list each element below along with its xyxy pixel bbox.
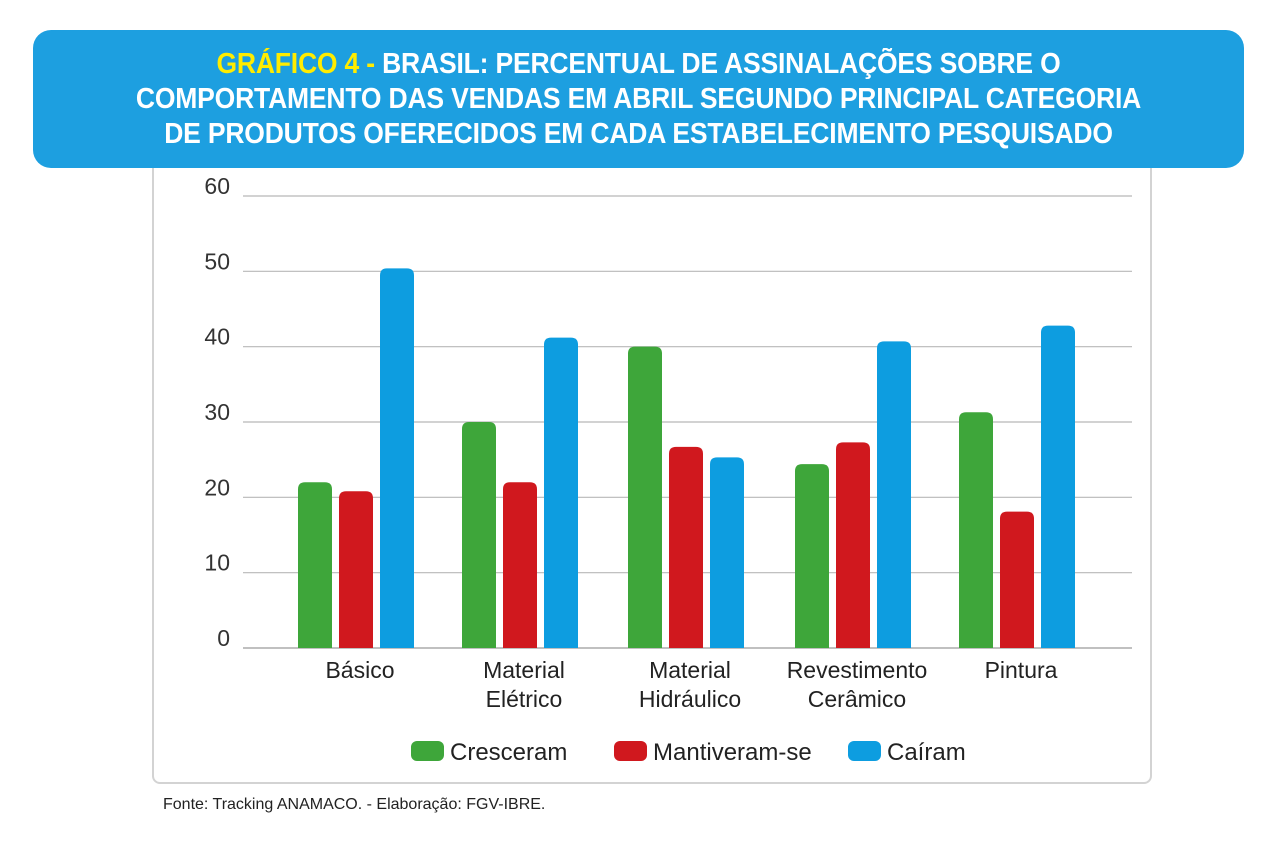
category-label: Básico [325,657,394,683]
bar-caíram-4 [1041,325,1075,648]
y-tick-label: 60 [204,173,230,199]
y-tick-label: 50 [204,248,230,274]
category-label: Pintura [985,657,1058,683]
bar-mantiveram-se-2 [669,446,703,648]
bar-cresceram-3 [795,464,829,648]
title-prefix: GRÁFICO 4 - [216,47,383,80]
y-tick-label: 30 [204,399,230,425]
source-note: Fonte: Tracking ANAMACO. - Elaboração: F… [163,796,546,813]
bar-cresceram-4 [959,412,993,648]
title-line-2: COMPORTAMENTO DAS VENDAS EM ABRIL SEGUND… [135,82,1142,115]
title-line-1: BRASIL: PERCENTUAL DE ASSINALAÇÕES SOBRE… [382,47,1061,80]
y-tick-label: 10 [204,550,230,576]
legend-label: Mantiveram-se [653,739,812,766]
legend-swatch-cresceram [411,741,444,761]
bar-caíram-2 [710,457,744,648]
legend-label: Cresceram [450,739,567,766]
category-label: Material Elétrico [483,657,565,712]
title-line-3: DE PRODUTOS OFERECIDOS EM CADA ESTABELEC… [164,117,1113,150]
bar-caíram-0 [380,268,414,648]
bar-cresceram-1 [462,422,496,648]
legend-swatch-caíram [848,741,881,761]
bar-caíram-1 [544,337,578,648]
bar-cresceram-0 [298,482,332,648]
legend-label: Caíram [887,739,966,766]
y-tick-label: 0 [217,625,230,651]
bar-mantiveram-se-0 [339,491,373,648]
bars [298,268,1075,648]
legend-swatch-mantiveram-se [614,741,647,761]
bar-mantiveram-se-1 [503,482,537,648]
y-axis-ticks: 0 10 20 30 40 50 60 [204,173,230,651]
bar-caíram-3 [877,341,911,648]
bar-mantiveram-se-4 [1000,511,1034,648]
y-tick-label: 20 [204,474,230,500]
chart-title: GRÁFICO 4 - BRASIL: PERCENTUAL DE ASSINA… [75,47,1201,152]
category-label: Material Hidráulico [639,657,741,712]
category-label: Revestimento Cerâmico [787,657,928,712]
x-axis-categories: Básico Material Elétrico Material Hidráulico… [325,657,1057,712]
bar-cresceram-2 [628,346,662,648]
legend: Cresceram Mantiveram-se Caíram [411,739,966,766]
y-tick-label: 40 [204,324,230,350]
bar-mantiveram-se-3 [836,442,870,648]
title-banner: GRÁFICO 4 - BRASIL: PERCENTUAL DE ASSINA… [33,30,1244,168]
